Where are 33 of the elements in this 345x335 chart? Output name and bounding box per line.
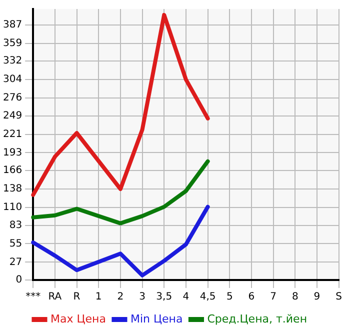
y-tick-label: 55 (9, 238, 22, 250)
x-tick-label: 8 (292, 292, 298, 303)
legend-label: Max Цена (50, 312, 106, 326)
legend-label: Сред.Цена, т.йен (207, 312, 308, 326)
x-tick-label: 5 (226, 292, 233, 303)
x-tick-label: 4 (182, 292, 190, 303)
y-tick-label: 304 (2, 74, 22, 86)
x-tick-label: R (73, 292, 80, 303)
y-tick-label: 138 (2, 184, 22, 195)
x-tick-label: *** (26, 292, 41, 303)
legend-label: Min Цена (130, 312, 183, 326)
x-tick-label: S (336, 292, 342, 303)
y-tick-label: 27 (9, 256, 22, 268)
x-tick-label: 7 (270, 292, 276, 303)
y-tick-label: 276 (2, 92, 22, 104)
x-tick-label: 3,5 (156, 292, 172, 303)
x-tick-label: 3 (139, 292, 146, 303)
y-tick-label: 387 (2, 19, 22, 30)
y-tick-label: 166 (2, 165, 22, 176)
y-tick-label: 249 (2, 110, 22, 122)
y-tick-label: 221 (2, 128, 22, 140)
x-tick-label: 9 (314, 292, 320, 303)
y-tick-label: 0 (16, 274, 22, 286)
y-tick-label: 110 (2, 202, 22, 214)
y-tick-label: 83 (9, 220, 22, 231)
y-tick-label: 359 (2, 38, 22, 49)
x-tick-label: 6 (248, 292, 255, 303)
x-tick-label: 2 (117, 292, 124, 303)
y-tick-label: 332 (2, 56, 22, 67)
y-tick-label: 193 (2, 147, 22, 158)
x-tick-label: 1 (95, 292, 102, 303)
x-tick-label: RA (48, 292, 62, 303)
x-tick-label: 4,5 (200, 292, 216, 303)
